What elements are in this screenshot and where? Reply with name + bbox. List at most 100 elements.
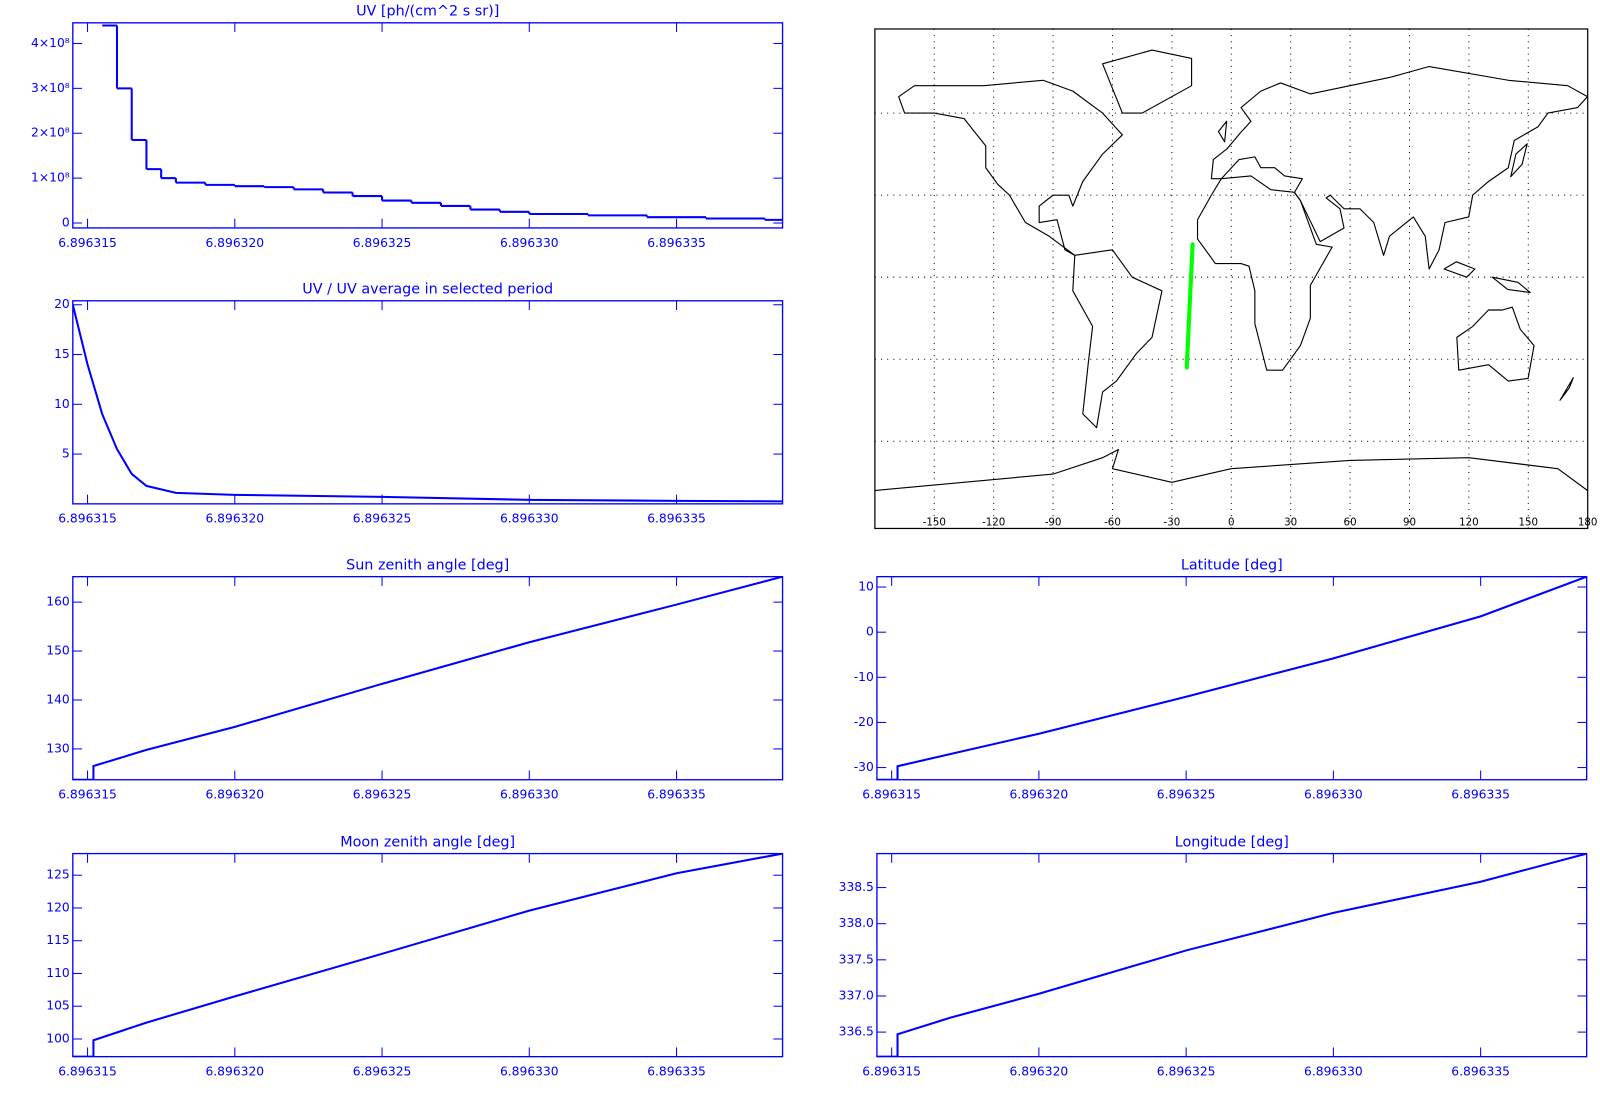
- y-tick-label: 0: [866, 625, 874, 639]
- y-tick-label: 125: [46, 868, 69, 882]
- coastline: [1072, 249, 1163, 429]
- x-tick-label: 6.896315: [862, 1065, 921, 1079]
- x-tick-label: -150: [923, 516, 946, 528]
- x-tick-label: 6.896330: [1304, 1065, 1363, 1079]
- line: [876, 853, 1587, 1057]
- x-tick-label: 6.896320: [1010, 1065, 1069, 1079]
- series: [72, 576, 783, 780]
- plot-frame: [72, 22, 784, 229]
- x-tick-label: 60: [1344, 516, 1357, 528]
- chart-title: UV / UV average in selected period: [302, 281, 553, 297]
- x-tick-label: 6.896325: [353, 788, 412, 802]
- x-tick-label: -90: [1045, 516, 1062, 528]
- coastline: [1102, 49, 1193, 114]
- x-tick-label: 6.896325: [1157, 1065, 1216, 1079]
- x-tick-label: 180: [1578, 516, 1598, 528]
- x-tick-label: 6.896320: [1010, 788, 1069, 802]
- y-tick-label: 10: [858, 580, 874, 594]
- y-tick-label: 338.0: [839, 916, 874, 930]
- chart-title: Sun zenith angle [deg]: [346, 557, 509, 573]
- chart-panel: UV / UV average in selected period 6.8963…: [54, 281, 784, 526]
- plot-frame: [72, 300, 784, 505]
- x-tick-label: -120: [982, 516, 1005, 528]
- y-tick-label: -10: [854, 670, 874, 684]
- series: [876, 576, 1587, 780]
- line: [876, 576, 1587, 780]
- y-tick-label: 5: [62, 447, 70, 461]
- track: [1184, 242, 1195, 370]
- plot-frame: [72, 576, 784, 781]
- y-tick-label: 337.0: [839, 988, 874, 1002]
- x-tick-label: 6.896325: [353, 512, 412, 526]
- x-tick-label: 150: [1519, 516, 1539, 528]
- x-tick-label: 30: [1284, 516, 1297, 528]
- x-tick-label: 6.896320: [205, 512, 264, 526]
- coastline: [898, 79, 1123, 256]
- x-tick-label: 90: [1403, 516, 1416, 528]
- coastline: [1217, 120, 1574, 401]
- line: [72, 853, 783, 1057]
- y-tick-label: 0: [62, 216, 70, 230]
- coastline: [1196, 175, 1333, 371]
- map-frame: [874, 28, 1589, 530]
- x-tick-label: 6.896330: [500, 1065, 559, 1079]
- x-tick-label: 6.896325: [353, 1065, 412, 1079]
- y-tick-label: 337.5: [839, 952, 874, 966]
- y-tick-label: -30: [854, 760, 874, 774]
- chart-panel: Moon zenith angle [deg] 6.896315 6.896320 6…: [46, 834, 784, 1079]
- x-tick-label: 6.896335: [647, 1065, 706, 1079]
- y-tick-label: 3×10⁸: [31, 81, 70, 95]
- coastline: [874, 448, 1588, 492]
- x-tick-label: 6.896315: [58, 1065, 117, 1079]
- x-tick-label: 6.896330: [1304, 788, 1363, 802]
- series: [876, 853, 1587, 1057]
- chart-title: UV [ph/(cm^2 s sr)]: [356, 4, 499, 20]
- line: [72, 576, 783, 780]
- chart-panel: Longitude [deg] 6.896315 6.896320 6.896325 6…: [839, 834, 1588, 1079]
- x-tick-label: 6.896325: [1157, 788, 1216, 802]
- x-tick-label: 6.896330: [500, 788, 559, 802]
- x-tick-label: 6.896320: [205, 788, 264, 802]
- plot-frame: [876, 576, 1588, 781]
- y-tick-label: 130: [46, 741, 69, 755]
- series: [1184, 242, 1195, 370]
- y-tick-label: 2×10⁸: [31, 126, 70, 140]
- x-tick-label: 0: [1228, 516, 1235, 528]
- x-tick-label: 6.896335: [647, 788, 706, 802]
- y-tick-label: 115: [46, 933, 69, 947]
- x-tick-label: 6.896335: [1451, 788, 1510, 802]
- x-tick-label: 6.896335: [1451, 1065, 1510, 1079]
- y-tick-label: 336.5: [839, 1025, 874, 1039]
- x-tick-label: 6.896320: [205, 1065, 264, 1079]
- chart-title: Moon zenith angle [deg]: [340, 834, 515, 850]
- y-tick-label: 110: [46, 966, 69, 980]
- y-tick-label: 100: [46, 1031, 69, 1045]
- series: [102, 24, 783, 221]
- x-tick-label: 6.896330: [500, 236, 559, 250]
- x-tick-label: 6.896325: [353, 236, 412, 250]
- chart-panel: Latitude [deg] 6.896315 6.896320 6.896325 6.…: [854, 557, 1588, 802]
- coastline: [1456, 306, 1535, 382]
- y-tick-label: 15: [54, 347, 70, 361]
- map-panel: -150 -120 -90 -60 -30 0 30 60 90 120 150 180: [874, 28, 1598, 529]
- x-tick-label: 6.896315: [58, 512, 117, 526]
- chart-panel: UV [ph/(cm^2 s sr)] 6.896315 6.896320 6.896…: [31, 4, 784, 250]
- coastline: [1210, 65, 1589, 270]
- x-tick-label: 120: [1459, 516, 1479, 528]
- x-tick-label: 6.896315: [58, 236, 117, 250]
- y-tick-label: -20: [854, 715, 874, 729]
- coastlines: [874, 49, 1589, 492]
- x-tick-label: 6.896335: [647, 236, 706, 250]
- y-tick-label: 105: [46, 999, 69, 1013]
- plot-frame: [876, 852, 1588, 1058]
- x-tick-label: 6.896315: [58, 788, 117, 802]
- x-tick-label: 6.896315: [862, 788, 921, 802]
- y-tick-label: 4×10⁸: [31, 36, 70, 50]
- x-tick-label: 6.896320: [205, 236, 264, 250]
- y-tick-label: 160: [46, 595, 69, 609]
- chart-title: Longitude [deg]: [1175, 834, 1289, 850]
- y-tick-label: 20: [54, 297, 70, 311]
- x-tick-label: 6.896330: [500, 512, 559, 526]
